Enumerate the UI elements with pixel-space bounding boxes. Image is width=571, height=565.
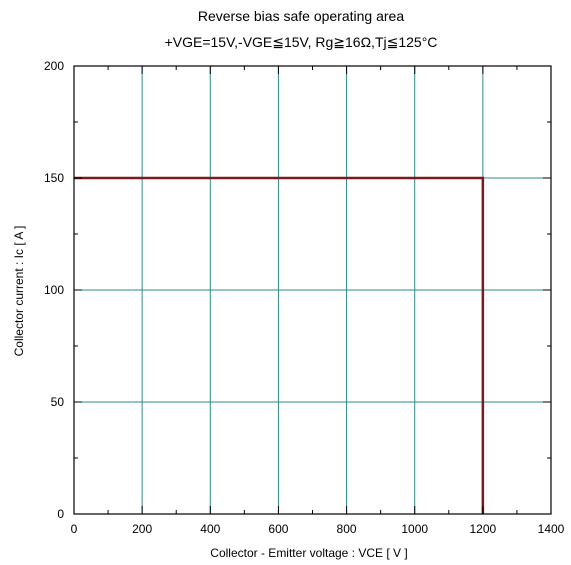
y-tick-label: 50: [51, 395, 65, 409]
chart-subtitle: +VGE=15V,-VGE≦15V, Rg≧16Ω,Tj≦125°C: [165, 34, 438, 50]
x-tick-label: 200: [132, 522, 152, 536]
x-tick-labels: 0 200 400 600 800 1000 1200 1400: [71, 522, 565, 536]
y-axis-label: Collector current : Ic [ A ]: [12, 226, 26, 357]
y-tick-label: 100: [44, 283, 64, 297]
y-tick-labels: 0 50 100 150 200: [44, 59, 64, 521]
chart-title: Reverse bias safe operating area: [198, 8, 404, 24]
y-tick-label: 0: [57, 507, 64, 521]
y-tick-label: 200: [44, 59, 64, 73]
series-line: [74, 176, 485, 514]
x-tick-label: 600: [268, 522, 288, 536]
y-tick-label: 150: [44, 171, 64, 185]
x-tick-label: 800: [337, 522, 357, 536]
tick-marks: [73, 65, 552, 515]
x-tick-label: 1000: [401, 522, 428, 536]
x-axis-label: Collector - Emitter voltage : VCE [ V ]: [210, 546, 407, 560]
x-tick-label: 1200: [470, 522, 497, 536]
x-tick-label: 400: [200, 522, 220, 536]
x-tick-label: 0: [71, 522, 78, 536]
series-layer: [74, 176, 485, 514]
grid-lines: [74, 66, 551, 514]
x-tick-label: 1400: [538, 522, 565, 536]
